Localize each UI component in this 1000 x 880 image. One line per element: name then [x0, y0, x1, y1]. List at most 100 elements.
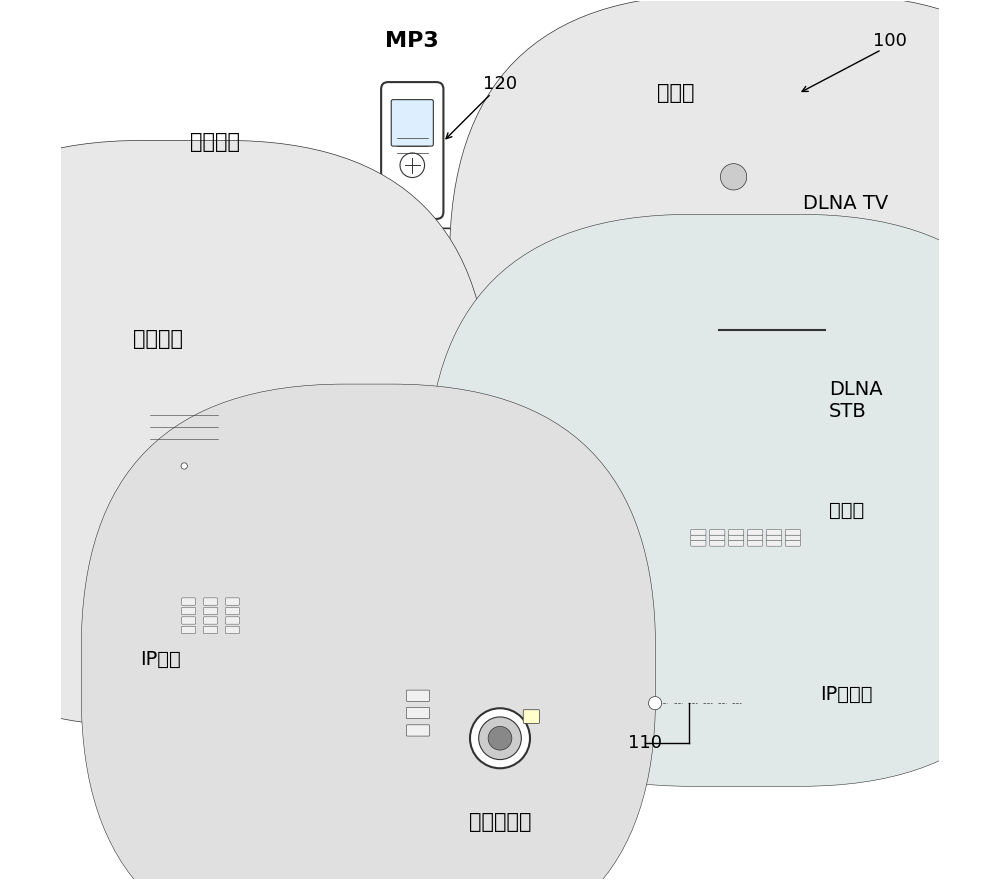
Polygon shape [175, 576, 246, 606]
FancyBboxPatch shape [203, 627, 218, 634]
FancyBboxPatch shape [400, 665, 436, 750]
Text: IP客户端: IP客户端 [820, 685, 873, 704]
FancyBboxPatch shape [637, 678, 767, 729]
Circle shape [436, 448, 455, 467]
Text: 上网本: 上网本 [829, 501, 864, 520]
Text: 数字照相机: 数字照相机 [469, 811, 531, 832]
FancyBboxPatch shape [182, 607, 196, 614]
Circle shape [713, 156, 755, 198]
Circle shape [488, 726, 512, 750]
FancyBboxPatch shape [729, 540, 744, 546]
FancyBboxPatch shape [690, 399, 818, 446]
FancyBboxPatch shape [0, 141, 490, 726]
Polygon shape [165, 471, 203, 482]
Circle shape [400, 153, 425, 178]
Circle shape [423, 448, 442, 467]
FancyBboxPatch shape [675, 524, 817, 554]
FancyBboxPatch shape [691, 530, 706, 535]
Circle shape [483, 304, 750, 570]
Circle shape [470, 708, 530, 768]
Circle shape [720, 164, 747, 190]
Circle shape [233, 310, 240, 317]
FancyBboxPatch shape [381, 82, 443, 219]
FancyBboxPatch shape [81, 384, 656, 880]
Text: 移动电话: 移动电话 [190, 132, 240, 151]
Circle shape [339, 228, 551, 440]
FancyBboxPatch shape [785, 540, 801, 546]
Text: DLNA
STB: DLNA STB [829, 380, 883, 421]
FancyBboxPatch shape [766, 540, 782, 546]
FancyBboxPatch shape [710, 535, 725, 540]
FancyBboxPatch shape [729, 530, 744, 535]
Text: 120: 120 [483, 75, 517, 93]
FancyBboxPatch shape [621, 116, 655, 143]
FancyBboxPatch shape [785, 530, 801, 535]
Circle shape [449, 228, 661, 440]
FancyBboxPatch shape [446, 693, 554, 783]
FancyBboxPatch shape [163, 599, 258, 649]
Circle shape [791, 417, 801, 428]
FancyBboxPatch shape [747, 540, 763, 546]
Text: MP3: MP3 [385, 31, 439, 51]
Circle shape [202, 382, 414, 594]
FancyBboxPatch shape [203, 598, 218, 605]
FancyBboxPatch shape [182, 598, 196, 605]
FancyBboxPatch shape [427, 215, 1000, 787]
FancyBboxPatch shape [203, 617, 218, 624]
Circle shape [250, 304, 517, 570]
FancyBboxPatch shape [225, 598, 239, 605]
FancyBboxPatch shape [691, 540, 706, 546]
FancyBboxPatch shape [337, 634, 400, 706]
FancyBboxPatch shape [203, 607, 218, 614]
FancyBboxPatch shape [182, 627, 196, 634]
FancyBboxPatch shape [729, 535, 744, 540]
FancyBboxPatch shape [391, 99, 433, 146]
FancyBboxPatch shape [406, 725, 430, 736]
Circle shape [649, 697, 662, 710]
FancyBboxPatch shape [785, 535, 801, 540]
Text: 110: 110 [628, 734, 662, 752]
FancyBboxPatch shape [766, 535, 782, 540]
Text: 家庭管家: 家庭管家 [133, 329, 183, 349]
Circle shape [586, 382, 798, 594]
Polygon shape [732, 320, 811, 330]
Circle shape [479, 717, 521, 759]
FancyBboxPatch shape [638, 211, 682, 253]
FancyBboxPatch shape [200, 203, 274, 326]
FancyBboxPatch shape [747, 530, 763, 535]
Text: 100: 100 [873, 32, 907, 50]
FancyBboxPatch shape [450, 0, 1000, 579]
Circle shape [527, 451, 719, 642]
FancyBboxPatch shape [225, 617, 239, 624]
FancyBboxPatch shape [523, 710, 539, 723]
FancyBboxPatch shape [225, 607, 239, 614]
Circle shape [786, 417, 796, 428]
FancyBboxPatch shape [132, 387, 237, 475]
Circle shape [181, 463, 187, 469]
FancyBboxPatch shape [681, 467, 811, 532]
FancyBboxPatch shape [699, 143, 748, 210]
Circle shape [377, 429, 623, 675]
FancyBboxPatch shape [210, 226, 263, 292]
FancyBboxPatch shape [611, 136, 715, 218]
Text: 摄像机: 摄像机 [657, 84, 694, 104]
FancyBboxPatch shape [406, 690, 430, 701]
FancyBboxPatch shape [182, 617, 196, 624]
FancyBboxPatch shape [702, 244, 842, 325]
Circle shape [320, 278, 680, 637]
Circle shape [281, 451, 473, 642]
FancyBboxPatch shape [406, 708, 430, 719]
Circle shape [235, 213, 239, 216]
Circle shape [796, 417, 806, 428]
Text: IP电话: IP电话 [140, 649, 181, 669]
Circle shape [450, 448, 469, 467]
FancyBboxPatch shape [225, 627, 239, 634]
FancyBboxPatch shape [710, 540, 725, 546]
FancyBboxPatch shape [691, 535, 706, 540]
FancyBboxPatch shape [489, 686, 511, 700]
FancyBboxPatch shape [747, 535, 763, 540]
FancyBboxPatch shape [399, 427, 601, 488]
Text: DLNA TV: DLNA TV [803, 194, 888, 213]
FancyBboxPatch shape [710, 530, 725, 535]
FancyBboxPatch shape [766, 530, 782, 535]
